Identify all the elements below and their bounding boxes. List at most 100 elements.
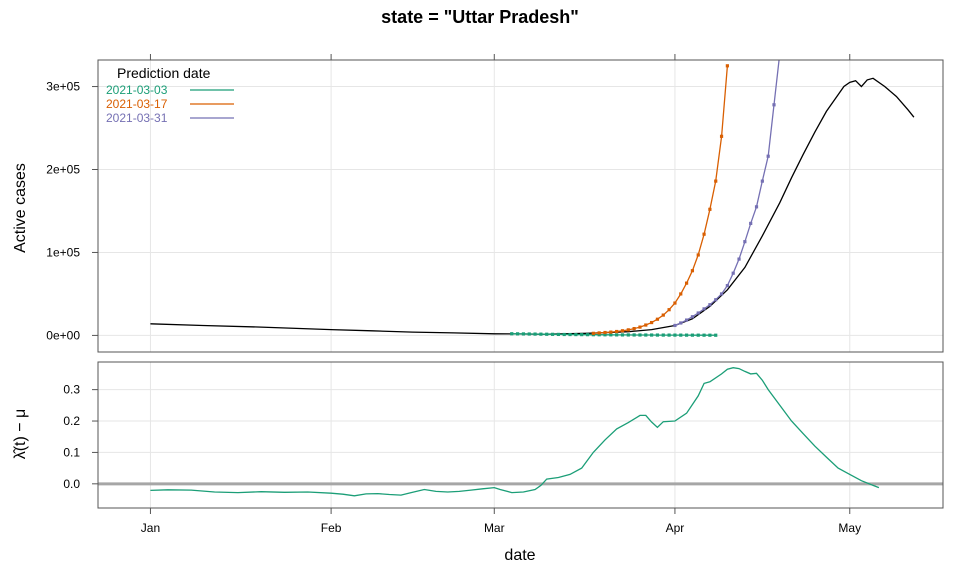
prediction-point: [615, 333, 619, 337]
prediction-point: [615, 329, 619, 334]
y-tick-label: 1e+05: [46, 245, 80, 259]
prediction-point: [714, 333, 718, 337]
x-tick-label: Apr: [666, 521, 685, 535]
legend-label: 2021-03-17: [106, 97, 168, 111]
prediction-point: [673, 301, 677, 305]
y-tick-label: 2e+05: [46, 163, 80, 177]
prediction-point: [591, 331, 595, 335]
prediction-point: [632, 333, 636, 337]
panel1-y-axis-label: Active cases: [12, 163, 29, 253]
x-axis-label: date: [504, 547, 535, 564]
prediction-point: [690, 315, 695, 319]
prediction-point: [673, 323, 677, 328]
prediction-point: [679, 333, 683, 337]
chart-title: state = "Uttar Pradesh": [381, 7, 579, 27]
prediction-point: [708, 207, 712, 211]
legend-label: 2021-03-03: [106, 83, 168, 97]
prediction-point: [754, 205, 759, 209]
prediction-point: [626, 333, 630, 337]
prediction-point: [655, 333, 660, 337]
observed-active-cases-line: [150, 77, 915, 335]
prediction-point: [527, 332, 531, 336]
prediction-point: [661, 333, 665, 337]
prediction-point: [743, 240, 747, 244]
legend-title: Prediction date: [117, 65, 211, 81]
y-tick-label: 0.1: [63, 445, 80, 459]
prediction-point: [749, 221, 753, 226]
prediction-point: [609, 330, 613, 334]
prediction-point: [766, 154, 770, 158]
prediction-point: [778, 52, 781, 55]
lambda-minus-mu-line: [150, 367, 880, 497]
prediction-point: [597, 333, 601, 337]
prediction-line-2021-03-17: [593, 65, 729, 334]
panel2-y-ticks: 0.0 0.1 0.2 0.3: [63, 383, 98, 491]
prediction-point: [638, 325, 642, 329]
prediction-point: [650, 333, 654, 337]
prediction-point: [725, 284, 729, 288]
prediction-point: [737, 257, 741, 261]
prediction-point: [539, 332, 543, 336]
y-tick-label: 0.0: [63, 477, 80, 491]
prediction-point: [620, 333, 625, 337]
panel2-series: [150, 367, 880, 497]
prediction-point: [714, 298, 718, 302]
prediction-point: [673, 333, 677, 337]
prediction-point: [580, 333, 584, 337]
prediction-point: [731, 271, 735, 275]
x-tick-label: May: [838, 521, 861, 535]
prediction-point: [515, 332, 520, 336]
prediction-point: [690, 333, 695, 337]
prediction-point: [603, 330, 607, 335]
prediction-point: [521, 332, 526, 336]
panel1-series: [150, 52, 915, 337]
prediction-point: [719, 292, 724, 296]
panel1-top-ticks: [149, 54, 851, 60]
prediction-point: [585, 333, 590, 337]
prediction-point: [702, 232, 706, 236]
prediction-point: [708, 303, 712, 307]
prediction-point: [772, 103, 776, 107]
prediction-point: [632, 327, 636, 331]
panel1-y-ticks: 0e+00 1e+05 2e+05 3e+05: [46, 80, 98, 342]
prediction-point: [690, 269, 695, 273]
prediction-point: [708, 333, 712, 337]
prediction-point: [702, 307, 706, 311]
prediction-point: [725, 64, 729, 68]
prediction-point: [644, 333, 648, 337]
prediction-point: [603, 333, 607, 337]
prediction-point: [597, 331, 601, 335]
prediction-point: [667, 333, 671, 337]
panel1-grid: [98, 60, 943, 352]
panel2-frame: [97, 361, 944, 509]
x-tick-label: Mar: [484, 521, 505, 535]
prediction-point: [696, 333, 700, 337]
x-tick-label: Feb: [321, 521, 342, 535]
prediction-point: [556, 332, 560, 337]
prediction-point: [510, 332, 514, 336]
prediction-point: [661, 313, 665, 317]
prediction-point: [545, 332, 549, 336]
prediction-point: [644, 323, 648, 327]
y-tick-label: 3e+05: [46, 80, 80, 94]
y-tick-label: 0e+00: [46, 328, 80, 342]
panel2-grid: [98, 362, 943, 508]
y-tick-label: 0.2: [63, 414, 80, 428]
prediction-point: [620, 329, 625, 333]
prediction-point: [562, 332, 566, 337]
prediction-point: [638, 333, 642, 337]
panel2-y-axis-label: λ̂(t) − μ: [12, 409, 29, 460]
prediction-point: [609, 333, 613, 337]
prediction-point: [684, 333, 689, 337]
y-tick-label: 0.3: [63, 383, 80, 397]
prediction-point: [533, 332, 537, 336]
prediction-point: [574, 332, 578, 337]
prediction-point: [696, 311, 700, 315]
legend-label: 2021-03-31: [106, 111, 168, 125]
prediction-point: [719, 134, 724, 138]
prediction-point: [684, 318, 689, 322]
prediction-point: [550, 332, 555, 336]
prediction-point: [679, 321, 683, 325]
panel1-frame: [97, 59, 944, 353]
